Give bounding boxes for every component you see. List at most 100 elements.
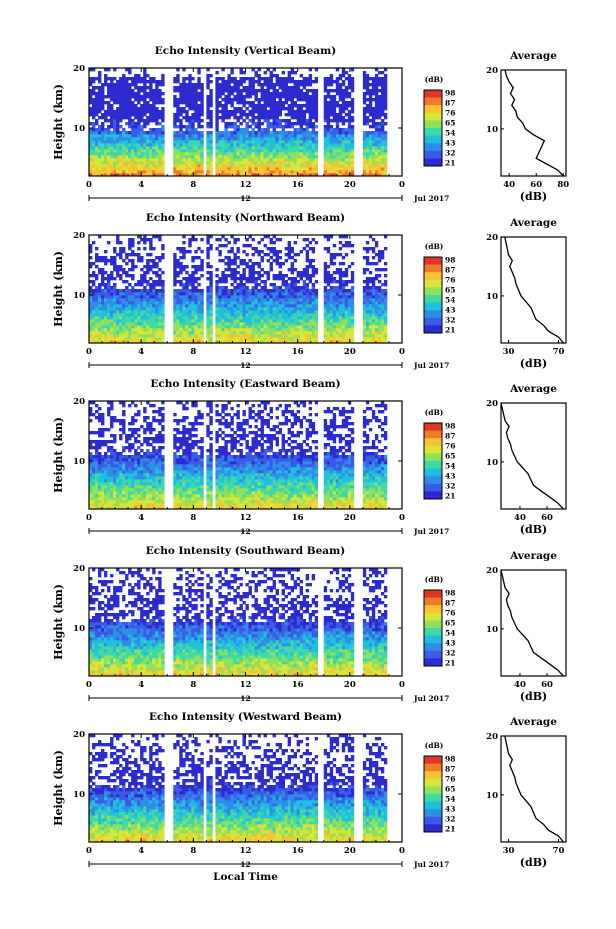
heatmap-cell — [287, 131, 291, 135]
heatmap-cell — [185, 277, 189, 281]
heatmap-cell — [143, 122, 147, 126]
heatmap-cell — [191, 307, 195, 311]
heatmap-cell — [215, 280, 219, 284]
heatmap-cell — [215, 334, 219, 338]
heatmap-cell — [152, 334, 156, 338]
heatmap-cell — [332, 155, 337, 159]
heatmap-cell — [206, 101, 210, 105]
heatmap-cell — [266, 271, 270, 275]
heatmap-cell — [350, 337, 355, 341]
heatmap-cell — [158, 316, 162, 320]
heatmap-cell — [197, 77, 201, 81]
heatmap-cell — [146, 101, 150, 105]
heatmap-cell — [122, 292, 126, 296]
heatmap-cell — [248, 280, 252, 284]
heatmap-cell — [287, 283, 291, 287]
heatmap-cell — [140, 256, 144, 260]
heatmap-cell — [200, 158, 204, 162]
heatmap-cell — [269, 134, 273, 138]
heatmap-cell — [107, 134, 111, 138]
heatmap-cell — [104, 80, 108, 84]
heatmap-cell — [113, 304, 117, 308]
heatmap-cell — [128, 119, 132, 123]
heatmap-cell — [335, 301, 340, 305]
heatmap-cell — [218, 253, 222, 257]
heatmap-cell — [248, 244, 252, 248]
heatmap-cell — [143, 68, 147, 72]
heatmap-cell — [146, 295, 150, 299]
heatmap-cell — [326, 328, 331, 332]
heatmap-cell — [227, 80, 231, 84]
heatmap-cell — [188, 119, 192, 123]
heatmap-cell — [122, 322, 126, 326]
heatmap-cell — [332, 146, 337, 150]
heatmap-cell — [338, 173, 343, 177]
heatmap-cell — [209, 337, 213, 341]
heatmap-cell — [146, 155, 150, 159]
heatmap-cell — [281, 322, 285, 326]
heatmap-cell — [179, 143, 183, 147]
heatmap-cell — [230, 250, 234, 254]
heatmap-cell — [377, 95, 382, 99]
heatmap-cell — [179, 119, 183, 123]
heatmap-cell — [308, 307, 313, 311]
heatmap-cell — [263, 143, 267, 147]
heatmap-cell — [197, 110, 201, 114]
heatmap-cell — [206, 304, 210, 308]
heatmap-cell — [365, 310, 370, 314]
heatmap-cell — [230, 247, 234, 251]
heatmap-cell — [182, 173, 186, 177]
heatmap-cell — [176, 170, 180, 174]
heatmap-cell — [137, 92, 141, 96]
heatmap-cell — [218, 304, 222, 308]
heatmap-cell — [116, 161, 120, 165]
heatmap-cell — [185, 140, 189, 144]
heatmap-cell — [185, 137, 189, 141]
heatmap-cell — [302, 143, 307, 147]
heatmap-cell — [266, 289, 270, 293]
heatmap-cell — [188, 158, 192, 162]
heatmap-cell — [314, 68, 319, 72]
heatmap-cell — [338, 319, 343, 323]
heatmap-cell — [101, 298, 105, 302]
heatmap-cell — [347, 116, 352, 120]
heatmap-cell — [263, 307, 267, 311]
heatmap-cell — [197, 125, 201, 129]
heatmap-cell — [152, 322, 156, 326]
heatmap-cell — [209, 331, 213, 335]
heatmap-cell — [326, 143, 331, 147]
heatmap-cell — [305, 325, 310, 329]
heatmap-cell — [254, 164, 258, 168]
heatmap-cell — [110, 143, 114, 147]
heatmap-cell — [161, 286, 165, 290]
heatmap-cell — [194, 89, 198, 93]
heatmap-cell — [296, 86, 301, 90]
heatmap-cell — [200, 274, 204, 278]
heatmap-cell — [239, 134, 243, 138]
heatmap-cell — [95, 325, 99, 329]
heatmap-cell — [95, 77, 99, 81]
heatmap-cell — [308, 122, 313, 126]
heatmap-cell — [338, 149, 343, 153]
heatmap-cell — [350, 310, 355, 314]
heatmap-cell — [311, 95, 316, 99]
heatmap-cell — [299, 328, 304, 332]
heatmap-cell — [98, 289, 102, 293]
heatmap-cell — [131, 146, 135, 150]
heatmap-cell — [383, 68, 388, 72]
heatmap-cell — [377, 98, 382, 102]
heatmap-cell — [143, 74, 147, 78]
heatmap-cell — [338, 110, 343, 114]
heatmap-cell — [254, 271, 258, 275]
heatmap-cell — [290, 268, 294, 272]
heatmap-cell — [383, 104, 388, 108]
heatmap-cell — [302, 298, 307, 302]
heatmap-cell — [140, 107, 144, 111]
heatmap-cell — [374, 92, 379, 96]
heatmap-cell — [365, 322, 370, 326]
heatmap-cell — [374, 170, 379, 174]
heatmap-cell — [104, 307, 108, 311]
heatmap-cell — [269, 161, 273, 165]
heatmap-cell — [362, 295, 367, 299]
heatmap-cell — [152, 337, 156, 341]
